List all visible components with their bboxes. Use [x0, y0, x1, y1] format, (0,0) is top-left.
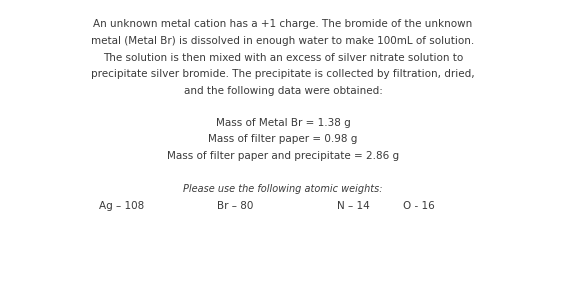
- Text: metal (Metal Br) is dissolved in enough water to make 100mL of solution.: metal (Metal Br) is dissolved in enough …: [91, 36, 475, 46]
- Text: Please use the following atomic weights:: Please use the following atomic weights:: [183, 184, 383, 194]
- Text: and the following data were obtained:: and the following data were obtained:: [183, 86, 383, 96]
- Text: Mass of Metal Br = 1.38 g: Mass of Metal Br = 1.38 g: [216, 118, 350, 128]
- Text: O - 16: O - 16: [403, 201, 435, 211]
- Text: The solution is then mixed with an excess of silver nitrate solution to: The solution is then mixed with an exces…: [103, 53, 463, 63]
- Text: Br – 80: Br – 80: [217, 201, 253, 211]
- Text: Mass of filter paper = 0.98 g: Mass of filter paper = 0.98 g: [208, 134, 358, 144]
- Text: Ag – 108: Ag – 108: [99, 201, 144, 211]
- Text: Mass of filter paper and precipitate = 2.86 g: Mass of filter paper and precipitate = 2…: [167, 151, 399, 161]
- Text: precipitate silver bromide. The precipitate is collected by filtration, dried,: precipitate silver bromide. The precipit…: [91, 69, 475, 79]
- Text: An unknown metal cation has a +1 charge. The bromide of the unknown: An unknown metal cation has a +1 charge.…: [93, 19, 473, 29]
- Text: N – 14: N – 14: [337, 201, 370, 211]
